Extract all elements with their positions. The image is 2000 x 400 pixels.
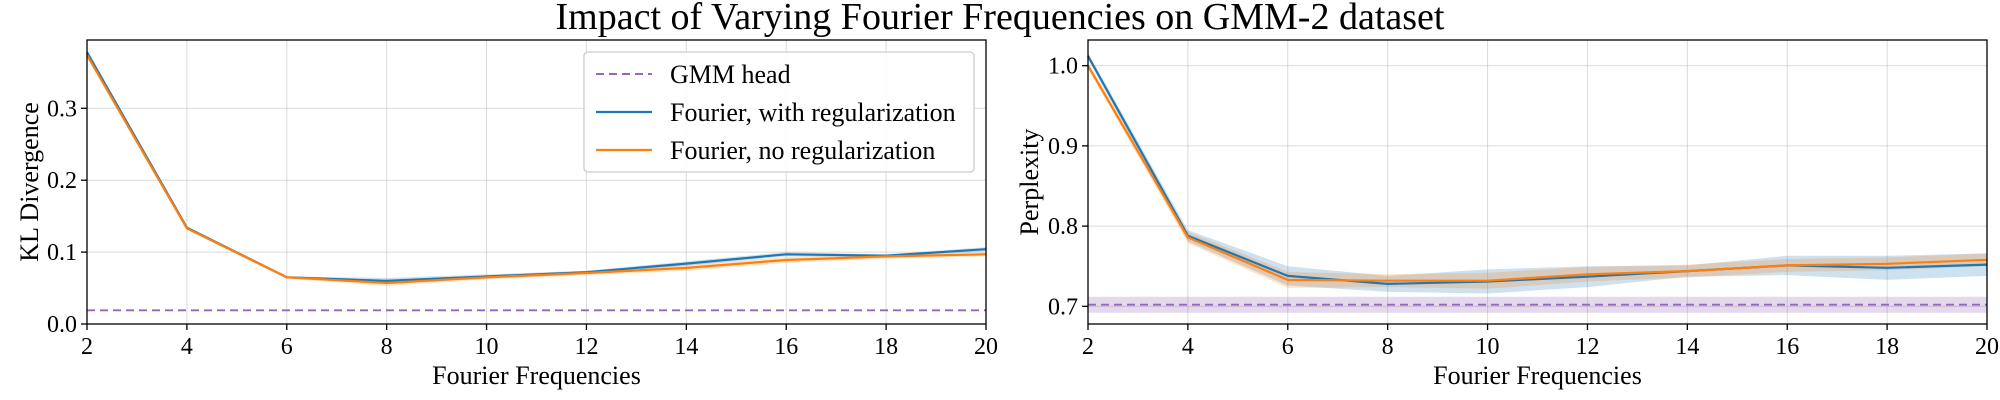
axes-frame <box>1087 39 1988 325</box>
series-line-fourier-no-regularization <box>1087 65 1988 282</box>
legend-frame <box>583 51 975 173</box>
band-fourier-with-regularization <box>1088 52 1987 294</box>
figure-title: Impact of Varying Fourier Frequencies on… <box>556 0 1445 38</box>
series-lines <box>86 51 987 312</box>
legend-item-fourier-no-regularization: Fourier, no regularization <box>596 136 935 165</box>
y-tick-label: 0.0 <box>47 312 77 338</box>
x-tick-label: 4 <box>181 334 193 360</box>
y-tick-label: 1.0 <box>1048 54 1078 80</box>
ticks: 2 4 6 8 10 12 14 16 18 20 0.0 0.1 0.2 0.3 <box>47 96 998 360</box>
x-tick-label: 2 <box>1082 334 1094 360</box>
legend-label: GMM head <box>670 60 791 89</box>
y-tick-label: 0.1 <box>47 240 77 266</box>
legend: GMM head Fourier, with regularization Fo… <box>583 51 975 173</box>
x-tick-label: 8 <box>381 334 393 360</box>
x-axis-label: Fourier Frequencies <box>432 361 641 390</box>
legend-item-gmm-head: GMM head <box>596 60 791 89</box>
x-tick-label: 18 <box>1875 334 1899 360</box>
x-tick-label: 14 <box>1675 334 1699 360</box>
perplexity-panel: 2 4 6 8 10 12 14 16 18 20 0.7 0.8 0.9 1.0 Fourier Fre… <box>1015 39 1999 390</box>
legend-label: Fourier, with regularization <box>670 98 956 127</box>
x-tick-label: 20 <box>974 334 998 360</box>
y-tick-label: 0.2 <box>47 168 77 194</box>
x-tick-label: 8 <box>1382 334 1394 360</box>
x-tick-label: 20 <box>1975 334 1999 360</box>
x-tick-label: 10 <box>1476 334 1500 360</box>
band-fourier-no-regularization <box>1088 62 1987 289</box>
x-tick-label: 6 <box>281 334 293 360</box>
ticks: 2 4 6 8 10 12 14 16 18 20 0.7 0.8 0.9 1.0 <box>1048 54 1999 360</box>
y-axis-label: KL Divergence <box>15 102 44 262</box>
series-line-fourier-with-regularization <box>1087 55 1988 285</box>
x-tick-label: 6 <box>1282 334 1294 360</box>
x-tick-label: 12 <box>1575 334 1599 360</box>
series-line-fourier-no-regularization <box>86 54 987 285</box>
x-tick-label: 18 <box>874 334 898 360</box>
x-tick-label: 4 <box>1182 334 1194 360</box>
x-tick-label: 2 <box>81 334 93 360</box>
x-tick-label: 16 <box>1775 334 1799 360</box>
x-tick-label: 14 <box>674 334 698 360</box>
x-tick-label: 12 <box>574 334 598 360</box>
legend-item-fourier-with-regularization: Fourier, with regularization <box>596 98 956 127</box>
x-axis-label: Fourier Frequencies <box>1433 361 1642 390</box>
confidence-bands <box>1088 52 1987 313</box>
series-lines <box>1087 55 1988 306</box>
y-tick-label: 0.8 <box>1048 214 1078 240</box>
x-tick-label: 10 <box>475 334 499 360</box>
y-axis-label: Perplexity <box>1015 129 1044 236</box>
y-tick-label: 0.7 <box>1048 294 1078 320</box>
x-tick-label: 16 <box>774 334 798 360</box>
axes-frame <box>86 39 987 325</box>
y-tick-label: 0.3 <box>47 96 77 122</box>
legend-label: Fourier, no regularization <box>670 136 935 165</box>
y-tick-label: 0.9 <box>1048 134 1078 160</box>
